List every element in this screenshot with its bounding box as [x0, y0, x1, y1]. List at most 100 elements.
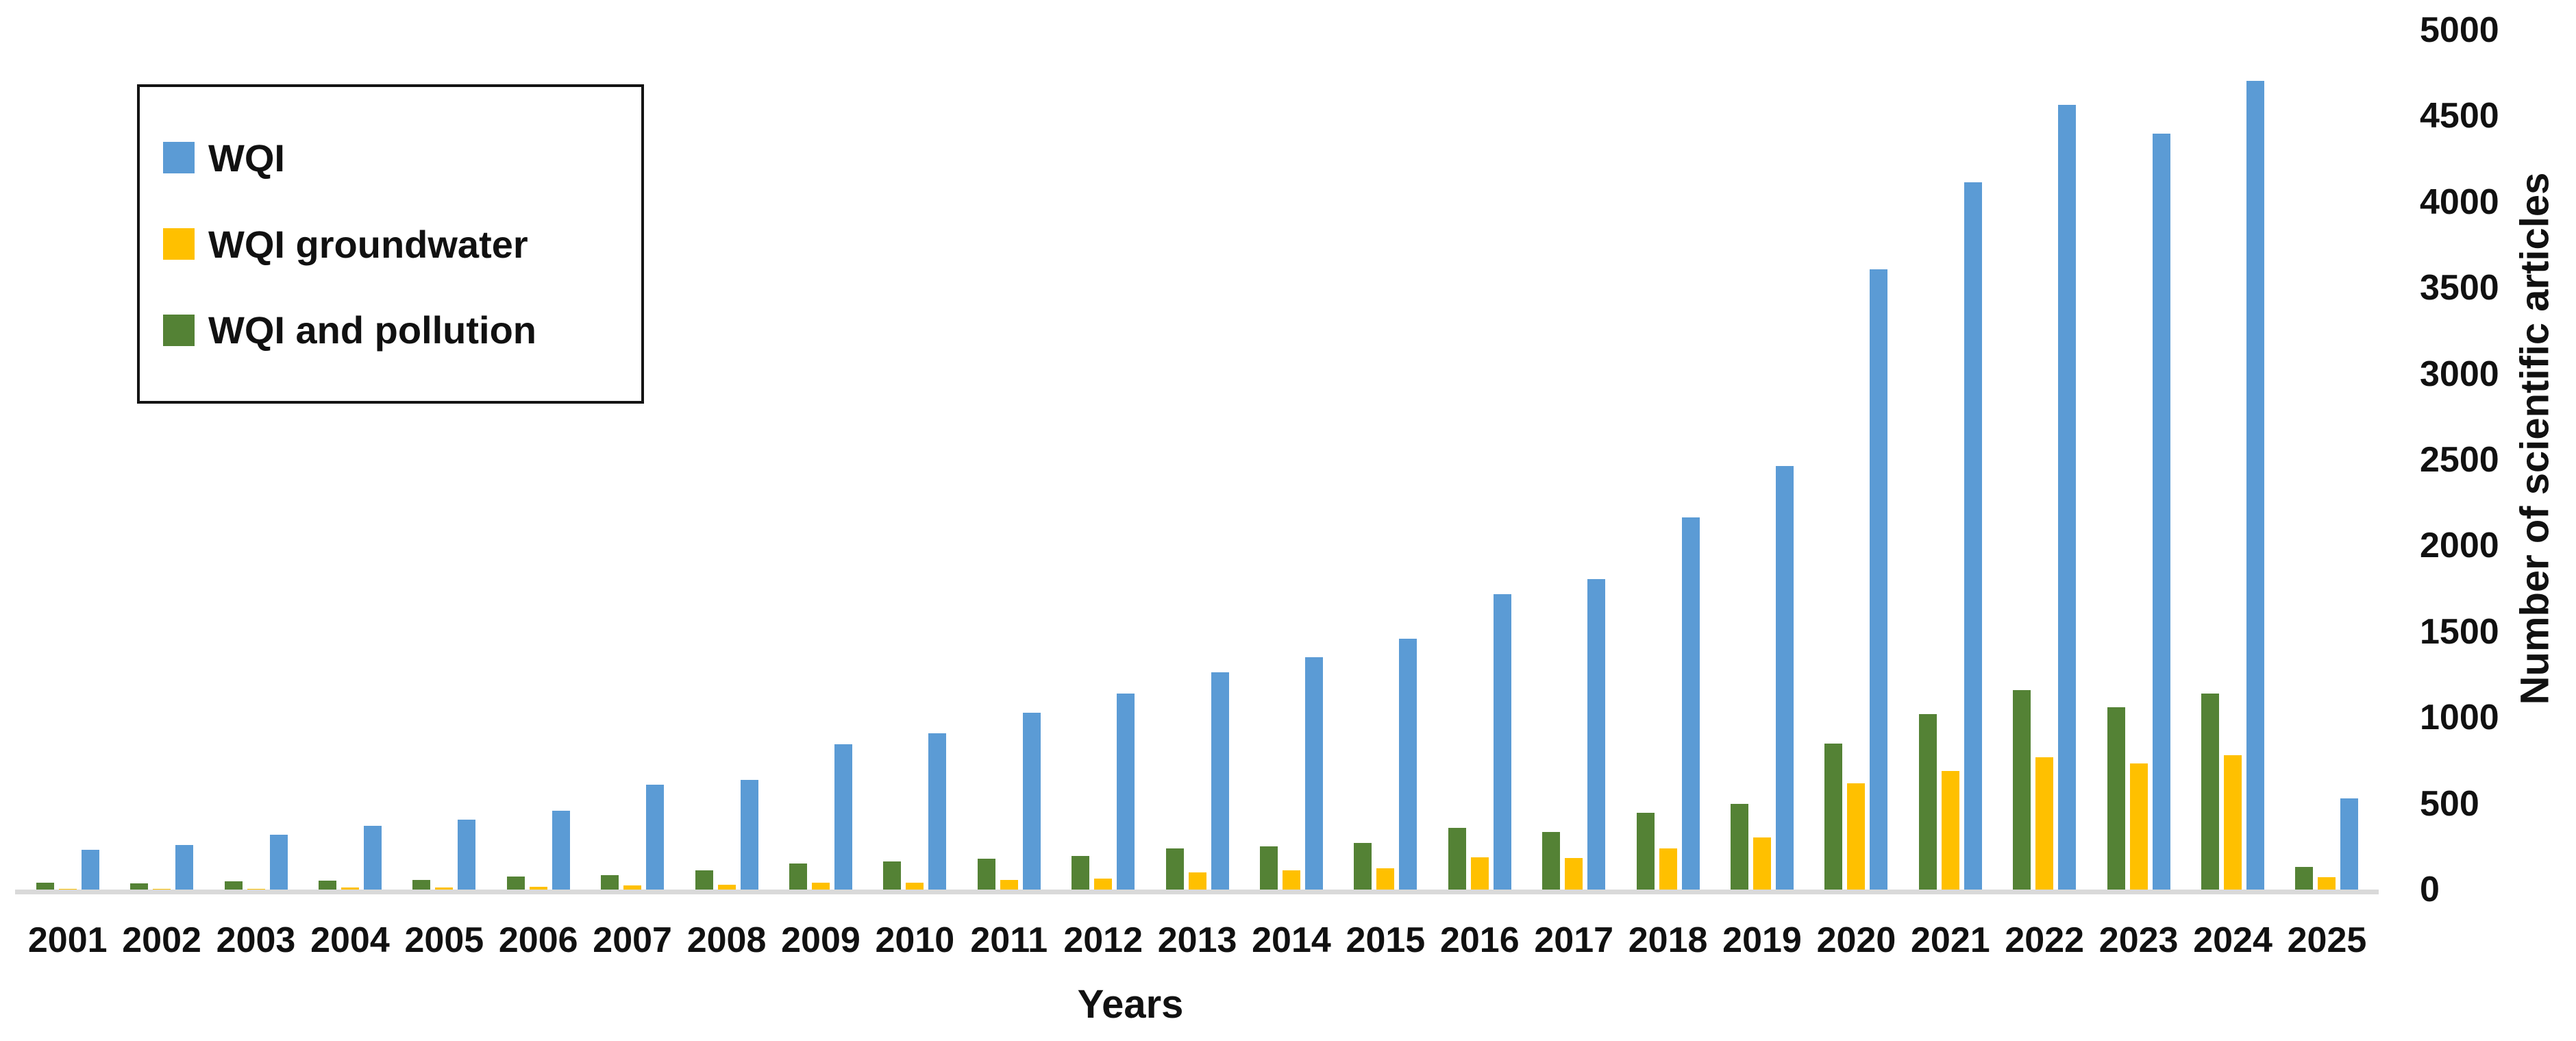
- bar-wqi-groundwater-2018: [1659, 848, 1677, 890]
- bar-wqi-2007: [646, 785, 665, 890]
- year-group-2019: [1715, 30, 1809, 890]
- bar-wqi-2016: [1493, 593, 1511, 890]
- y-tick-label-0: 0: [2420, 870, 2440, 909]
- bar-wqi-groundwater-2016: [1470, 857, 1489, 890]
- bar-wqi-and-pollution-2006: [506, 877, 525, 890]
- bar-wqi-2020: [1870, 269, 1888, 890]
- x-tick-label-2009: 2009: [781, 920, 860, 960]
- bar-wqi-2012: [1117, 694, 1135, 890]
- bar-wqi-and-pollution-2017: [1542, 831, 1561, 890]
- bar-wqi-and-pollution-2019: [1731, 803, 1749, 890]
- bar-wqi-and-pollution-2010: [883, 861, 902, 890]
- bar-wqi-groundwater-2013: [1188, 872, 1206, 890]
- x-tick-label-2023: 2023: [2098, 920, 2179, 960]
- y-axis-title: Number of scientific articles: [2512, 172, 2558, 705]
- x-tick-label-2019: 2019: [1722, 920, 1802, 960]
- bar-wqi-and-pollution-2018: [1636, 813, 1655, 890]
- year-group-2025: [2280, 30, 2374, 890]
- legend-swatch-blue-icon: [163, 142, 195, 174]
- bar-wqi-groundwater-2023: [2129, 763, 2148, 890]
- year-group-2017: [1527, 30, 1621, 890]
- bar-wqi-2011: [1022, 712, 1041, 890]
- year-group-2008: [680, 30, 773, 890]
- bar-wqi-2024: [2246, 81, 2265, 890]
- x-tick-label-2002: 2002: [122, 920, 201, 960]
- year-group-2013: [1150, 30, 1244, 890]
- year-group-2016: [1433, 30, 1526, 890]
- year-group-2012: [1056, 30, 1150, 890]
- bar-wqi-groundwater-2003: [247, 888, 265, 890]
- year-group-2010: [868, 30, 962, 890]
- x-tick-label-2022: 2022: [2005, 920, 2085, 960]
- bar-wqi-groundwater-2025: [2318, 877, 2336, 890]
- bar-wqi-groundwater-2015: [1376, 868, 1395, 890]
- bar-wqi-groundwater-2010: [906, 882, 924, 890]
- bar-wqi-and-pollution-2013: [1165, 848, 1184, 890]
- bar-wqi-2022: [2058, 105, 2077, 890]
- bar-wqi-2005: [458, 820, 476, 890]
- year-group-2003: [209, 30, 303, 890]
- x-tick-label-2014: 2014: [1252, 920, 1331, 960]
- bar-wqi-and-pollution-2003: [224, 881, 243, 890]
- year-group-2014: [1244, 30, 1338, 890]
- y-tick-label-1000: 1000: [2420, 698, 2499, 738]
- x-tick-label-2015: 2015: [1346, 920, 1426, 960]
- x-tick-label-2007: 2007: [593, 920, 672, 960]
- bar-wqi-2015: [1399, 638, 1417, 890]
- bar-wqi-groundwater-2011: [1000, 879, 1018, 890]
- bar-wqi-groundwater-2006: [529, 887, 547, 890]
- bar-wqi-and-pollution-2014: [1259, 846, 1278, 890]
- x-tick-label-2008: 2008: [686, 920, 767, 960]
- y-tick-label-4500: 4500: [2420, 96, 2499, 136]
- bar-wqi-and-pollution-2007: [601, 874, 619, 890]
- y-tick-label-4000: 4000: [2420, 182, 2499, 222]
- y-tick-label-1500: 1500: [2420, 611, 2499, 652]
- bar-wqi-groundwater-2014: [1282, 870, 1300, 890]
- x-tick-label-2003: 2003: [216, 920, 296, 960]
- bar-wqi-groundwater-2007: [623, 885, 642, 890]
- bar-wqi-2025: [2340, 798, 2359, 890]
- legend-label: WQI groundwater: [208, 222, 528, 266]
- year-group-2022: [1998, 30, 2092, 890]
- bar-wqi-and-pollution-2015: [1354, 842, 1372, 890]
- year-group-2005: [397, 30, 491, 890]
- bar-wqi-and-pollution-2025: [2295, 867, 2314, 890]
- year-group-2020: [1809, 30, 1903, 890]
- x-tick-label-2005: 2005: [404, 920, 484, 960]
- bar-wqi-groundwater-2017: [1565, 857, 1583, 890]
- x-tick-label-2001: 2001: [27, 920, 108, 960]
- year-group-2024: [2185, 30, 2279, 890]
- plot-area: [21, 30, 2374, 890]
- bar-wqi-2013: [1211, 672, 1229, 890]
- bar-wqi-2018: [1681, 517, 1700, 890]
- x-tick-label-2012: 2012: [1063, 920, 1143, 960]
- bar-wqi-2006: [552, 810, 570, 890]
- bar-wqi-2019: [1776, 465, 1794, 890]
- bar-wqi-2002: [175, 844, 194, 890]
- x-tick-label-2021: 2021: [1910, 920, 1990, 960]
- bar-wqi-and-pollution-2008: [695, 870, 713, 890]
- legend-label: WQI and pollution: [208, 308, 537, 352]
- bar-wqi-and-pollution-2024: [2201, 694, 2220, 890]
- x-axis-line: [15, 890, 2379, 894]
- bar-wqi-groundwater-2001: [58, 889, 77, 890]
- legend-item-wqi-groundwater: WQI groundwater: [163, 222, 641, 267]
- bar-wqi-groundwater-2008: [717, 885, 736, 890]
- bar-wqi-and-pollution-2016: [1448, 827, 1466, 890]
- bar-wqi-groundwater-2019: [1753, 837, 1772, 890]
- year-group-2009: [773, 30, 867, 890]
- x-tick-label-2011: 2011: [970, 920, 1048, 960]
- bar-wqi-and-pollution-2004: [318, 881, 336, 890]
- x-tick-label-2020: 2020: [1816, 920, 1896, 960]
- bar-wqi-and-pollution-2020: [1824, 744, 1843, 890]
- bar-wqi-groundwater-2005: [435, 887, 454, 890]
- y-tick-label-2000: 2000: [2420, 526, 2499, 566]
- bar-wqi-groundwater-2021: [1941, 770, 1959, 890]
- x-tick-label-2024: 2024: [2193, 920, 2272, 960]
- legend-swatch-green-icon: [163, 314, 195, 346]
- legend-item-wqi-and-pollution: WQI and pollution: [163, 308, 641, 352]
- bar-wqi-and-pollution-2009: [789, 864, 807, 890]
- bar-wqi-2014: [1304, 657, 1323, 890]
- year-group-2001: [21, 30, 114, 890]
